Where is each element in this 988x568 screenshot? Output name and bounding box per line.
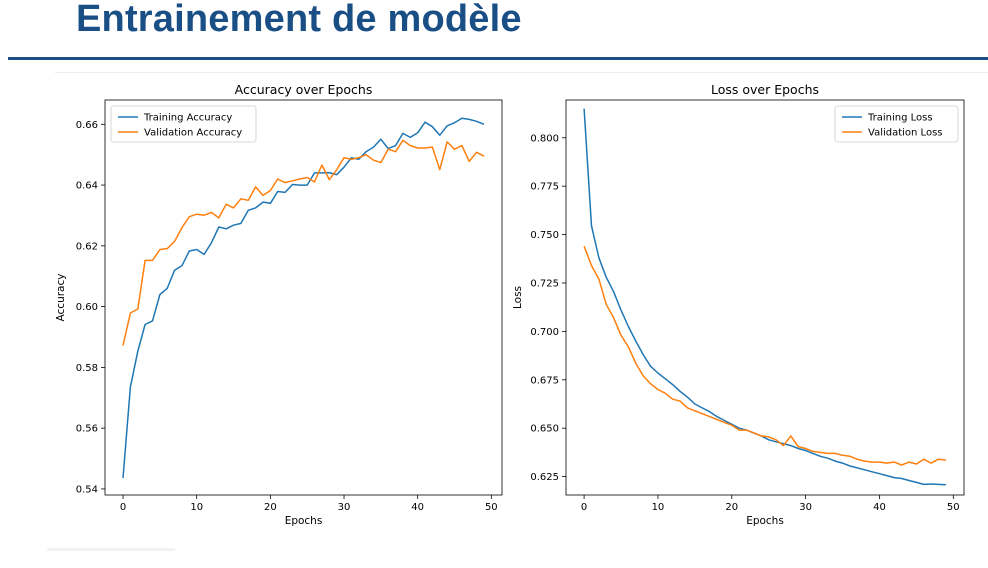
- accuracy-y-tick-label: 0.64: [76, 181, 98, 192]
- accuracy-y-tick-label: 0.56: [76, 424, 98, 435]
- loss-legend: Training Loss Validation Loss: [834, 105, 959, 143]
- loss-x-tick-label: 50: [947, 502, 960, 513]
- loss-line-validation-loss: [583, 245, 946, 466]
- figure-border: [55, 72, 988, 73]
- slide-title: Entrainement de modèle: [76, 0, 522, 40]
- accuracy-x-tick-label: 30: [338, 502, 351, 513]
- accuracy-chart: Accuracy over Epochs 0 10 20 30 40 50 0.54 0.56 0…: [55, 82, 503, 527]
- accuracy-y-tick-label: 0.66: [76, 120, 98, 131]
- accuracy-line-validation-accuracy: [122, 139, 485, 346]
- loss-x-tick-label: 10: [652, 502, 665, 513]
- loss-y-tick-label: 0.675: [530, 375, 559, 386]
- accuracy-legend-label: Training Accuracy: [143, 113, 232, 124]
- accuracy-legend: Training Accuracy Validation Accuracy: [110, 105, 257, 143]
- loss-x-tick-label: 30: [799, 502, 812, 513]
- accuracy-chart-title: Accuracy over Epochs: [235, 82, 373, 97]
- accuracy-x-tick-label: 10: [190, 502, 203, 513]
- loss-legend-label: Training Loss: [867, 113, 933, 124]
- loss-x-tick-label: 20: [725, 502, 738, 513]
- loss-y-tick-label: 0.800: [530, 133, 559, 144]
- loss-y-tick-label: 0.725: [530, 278, 559, 289]
- loss-x-tick-label: 40: [873, 502, 886, 513]
- title-underline: [8, 57, 988, 60]
- accuracy-x-tick-label: 40: [411, 502, 424, 513]
- loss-y-tick-label: 0.625: [530, 472, 559, 483]
- loss-line-training-loss: [583, 108, 946, 486]
- accuracy-y-tick-label: 0.54: [76, 484, 98, 495]
- accuracy-y-axis-label: Accuracy: [55, 274, 67, 322]
- accuracy-y-tick-label: 0.58: [76, 363, 98, 374]
- accuracy-line-training-accuracy: [122, 117, 485, 479]
- accuracy-y-tick-label: 0.62: [76, 241, 98, 252]
- accuracy-legend-label: Validation Accuracy: [144, 128, 242, 139]
- faint-divider: [47, 548, 175, 551]
- accuracy-plot-frame: [104, 99, 503, 496]
- accuracy-x-tick-label: 50: [485, 502, 498, 513]
- loss-y-tick-label: 0.750: [530, 230, 559, 241]
- loss-legend-box: [834, 105, 959, 143]
- loss-x-tick-label: 0: [581, 502, 587, 513]
- loss-y-tick-label: 0.700: [530, 327, 559, 338]
- loss-y-tick-label: 0.775: [530, 182, 559, 193]
- loss-chart: Loss over Epochs 0 10 20 30 40 50 0.625 0.650 0.6…: [512, 82, 965, 527]
- accuracy-x-axis-label: Epochs: [285, 515, 323, 527]
- loss-plot-frame: [565, 99, 965, 496]
- loss-chart-title: Loss over Epochs: [711, 82, 819, 97]
- loss-legend-label: Validation Loss: [868, 128, 943, 139]
- accuracy-y-tick-label: 0.60: [76, 302, 98, 313]
- accuracy-legend-box: [110, 105, 257, 143]
- loss-y-axis-label: Loss: [512, 286, 524, 309]
- loss-x-axis-label: Epochs: [746, 515, 784, 527]
- accuracy-x-tick-label: 0: [120, 502, 126, 513]
- loss-y-tick-label: 0.650: [530, 424, 559, 435]
- accuracy-x-tick-label: 20: [264, 502, 277, 513]
